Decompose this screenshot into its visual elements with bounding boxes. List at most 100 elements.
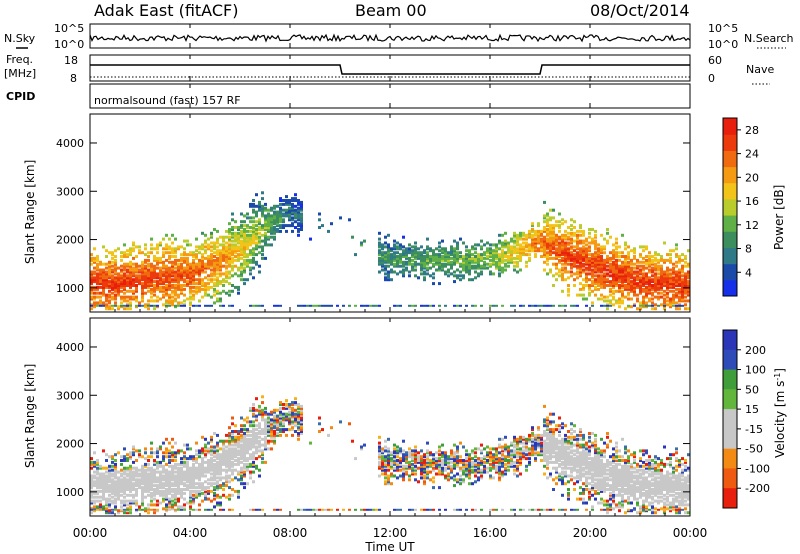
velocity-cell — [390, 474, 393, 478]
power-cell — [177, 304, 180, 307]
power-cell — [117, 284, 120, 287]
velocity-cell — [96, 486, 99, 490]
power-cell — [447, 270, 450, 274]
power-cell — [549, 208, 552, 212]
power-cell — [222, 272, 225, 276]
power-cell — [129, 249, 132, 253]
velocity-cell — [114, 472, 117, 476]
power-cell — [618, 280, 621, 284]
power-cell — [189, 289, 192, 293]
velocity-cell — [108, 499, 111, 503]
power-colorbar-label-tick: 20 — [745, 171, 759, 184]
velocity-cell — [240, 443, 243, 447]
power-cell — [186, 272, 189, 276]
velocity-cell — [366, 508, 369, 511]
power-cell — [240, 241, 243, 245]
power-cell — [579, 253, 582, 257]
power-cell — [444, 270, 447, 274]
power-cell — [624, 287, 627, 291]
power-cell — [582, 253, 585, 257]
velocity-cell — [219, 468, 222, 472]
power-cell — [678, 272, 681, 276]
power-cell — [630, 249, 633, 253]
velocity-cell — [153, 493, 156, 497]
power-cell — [216, 268, 219, 272]
velocity-cell — [297, 404, 300, 408]
velocity-cell — [255, 508, 258, 511]
velocity-cell — [114, 501, 117, 505]
power-cell — [477, 258, 480, 262]
velocity-cell — [420, 460, 423, 464]
power-cell — [96, 280, 99, 284]
power-cell — [222, 237, 225, 241]
velocity-cell — [174, 478, 177, 482]
power-cell — [225, 276, 228, 280]
velocity-cell — [240, 455, 243, 459]
velocity-cell — [219, 466, 222, 470]
velocity-cell — [447, 457, 450, 461]
velocity-cell — [219, 455, 222, 459]
velocity-cell — [291, 426, 294, 430]
velocity-cell — [273, 408, 276, 412]
power-cell — [153, 299, 156, 303]
velocity-cell — [222, 508, 225, 511]
power-cell — [567, 255, 570, 258]
power-cell — [174, 255, 177, 258]
velocity-cell — [213, 432, 216, 435]
velocity-cell — [201, 451, 204, 455]
power-cell — [612, 297, 615, 301]
velocity-cell — [225, 478, 228, 482]
power-cell — [489, 251, 492, 255]
velocity-cell — [159, 478, 162, 482]
velocity-cell — [108, 455, 111, 459]
velocity-cell — [381, 464, 384, 468]
power-cell — [282, 212, 285, 216]
velocity-cell — [210, 464, 213, 468]
velocity-cell — [126, 472, 129, 476]
velocity-cell — [141, 503, 144, 507]
power-cell — [441, 239, 444, 243]
power-cell — [465, 255, 468, 258]
velocity-cell — [147, 511, 150, 515]
velocity-cell — [216, 472, 219, 476]
velocity-cell — [384, 457, 387, 461]
power-cell — [192, 280, 195, 284]
velocity-cell — [144, 482, 147, 486]
velocity-cell — [264, 460, 267, 464]
velocity-cell — [222, 439, 225, 443]
power-cell — [609, 268, 612, 272]
velocity-cell — [219, 447, 222, 451]
power-cell — [279, 229, 282, 233]
velocity-cell — [171, 503, 174, 507]
power-cell — [645, 260, 648, 264]
power-cell — [294, 199, 297, 202]
velocity-cell — [144, 464, 147, 468]
power-cell — [603, 272, 606, 276]
power-cell — [675, 276, 678, 280]
power-cell — [555, 239, 558, 243]
velocity-cell — [252, 424, 255, 428]
power-cell — [561, 253, 564, 257]
power-cell — [642, 272, 645, 276]
power-cell — [645, 280, 648, 284]
power-cell — [384, 258, 387, 262]
velocity-cell — [123, 480, 126, 484]
power-cell — [606, 241, 609, 245]
power-cell — [576, 235, 579, 239]
power-cell — [621, 264, 624, 268]
velocity-cell — [255, 397, 258, 401]
power-cell — [261, 226, 264, 229]
power-cell — [96, 258, 99, 262]
power-cell — [606, 272, 609, 276]
velocity-cell — [384, 460, 387, 464]
power-cell — [579, 256, 582, 260]
power-cell — [684, 299, 687, 303]
power-cell — [180, 272, 183, 276]
power-cell — [624, 280, 627, 284]
power-cell — [240, 231, 243, 235]
velocity-cell — [108, 476, 111, 480]
power-cell — [120, 301, 123, 305]
power-cell — [675, 293, 678, 297]
velocity-cell — [297, 428, 300, 432]
power-cell — [504, 243, 507, 247]
